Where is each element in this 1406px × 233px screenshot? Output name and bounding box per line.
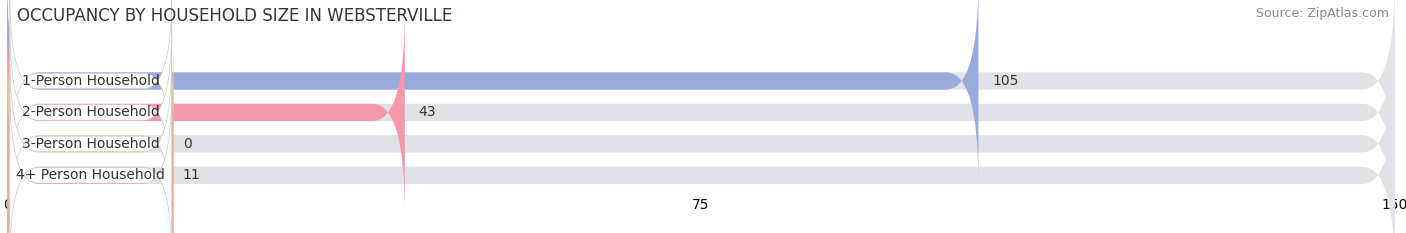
Text: 43: 43 <box>419 105 436 120</box>
FancyBboxPatch shape <box>7 11 1395 214</box>
FancyBboxPatch shape <box>7 42 1395 233</box>
Text: 3-Person Household: 3-Person Household <box>22 137 160 151</box>
FancyBboxPatch shape <box>7 11 405 214</box>
Text: Source: ZipAtlas.com: Source: ZipAtlas.com <box>1256 7 1389 20</box>
FancyBboxPatch shape <box>10 0 172 168</box>
Text: 2-Person Household: 2-Person Household <box>22 105 160 120</box>
Text: 4+ Person Household: 4+ Person Household <box>17 168 165 182</box>
FancyBboxPatch shape <box>7 74 1395 233</box>
Text: 11: 11 <box>183 168 201 182</box>
FancyBboxPatch shape <box>10 57 172 230</box>
FancyBboxPatch shape <box>10 89 172 233</box>
FancyBboxPatch shape <box>7 0 979 182</box>
Text: 1-Person Household: 1-Person Household <box>22 74 160 88</box>
FancyBboxPatch shape <box>7 74 173 233</box>
Text: 0: 0 <box>183 137 191 151</box>
Text: OCCUPANCY BY HOUSEHOLD SIZE IN WEBSTERVILLE: OCCUPANCY BY HOUSEHOLD SIZE IN WEBSTERVI… <box>17 7 453 25</box>
FancyBboxPatch shape <box>10 26 172 199</box>
Text: 105: 105 <box>993 74 1019 88</box>
FancyBboxPatch shape <box>7 0 1395 182</box>
FancyBboxPatch shape <box>7 42 173 233</box>
